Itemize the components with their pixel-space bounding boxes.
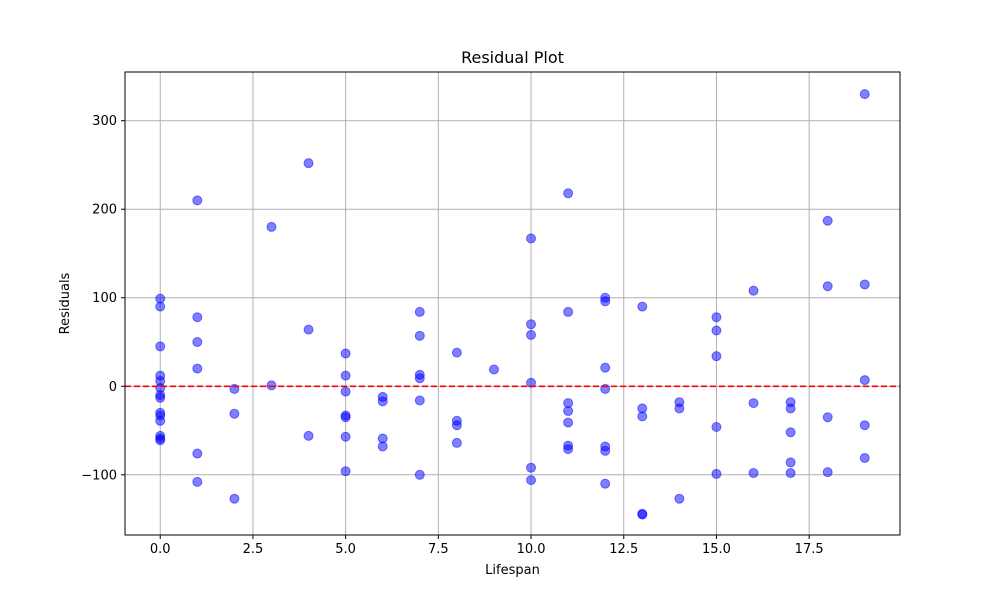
data-point [674, 403, 685, 414]
data-point [563, 306, 574, 317]
data-point [785, 457, 796, 468]
data-point [155, 415, 166, 426]
data-point [859, 89, 870, 100]
data-point [711, 325, 722, 336]
data-point [340, 431, 351, 442]
data-point [637, 509, 648, 520]
data-point [155, 435, 166, 446]
data-point [859, 452, 870, 463]
y-tick-label: 100 [92, 291, 117, 306]
data-point [303, 324, 314, 335]
data-point [600, 478, 611, 489]
data-point [414, 373, 425, 384]
data-point [563, 406, 574, 417]
data-point [414, 469, 425, 480]
data-point [192, 195, 203, 206]
y-tick-label: 200 [92, 203, 117, 218]
data-point [526, 329, 537, 340]
data-point [266, 221, 277, 232]
data-point [340, 348, 351, 359]
data-point [229, 408, 240, 419]
data-point [822, 412, 833, 423]
data-point [785, 468, 796, 479]
data-point [192, 363, 203, 374]
y-axis-ticks: −100 0 100 200 300 [81, 114, 125, 483]
data-point [303, 430, 314, 441]
data-point [748, 398, 759, 409]
data-point [377, 396, 388, 407]
data-point [303, 158, 314, 169]
data-point [340, 370, 351, 381]
data-point [340, 412, 351, 423]
data-point [414, 395, 425, 406]
data-point [526, 233, 537, 244]
data-point [526, 319, 537, 330]
data-point [748, 468, 759, 479]
x-tick-label: 17.5 [795, 542, 824, 557]
x-tick-label: 2.5 [243, 542, 264, 557]
data-point [192, 337, 203, 348]
y-axis-label: Residuals [58, 272, 73, 334]
data-point [600, 362, 611, 373]
data-point [414, 306, 425, 317]
data-point [600, 296, 611, 307]
data-point [563, 417, 574, 428]
data-point [637, 301, 648, 312]
data-point [711, 421, 722, 432]
data-point [711, 468, 722, 479]
data-point [229, 493, 240, 504]
data-point [563, 188, 574, 199]
data-point [748, 285, 759, 296]
data-point [266, 380, 277, 391]
x-axis-ticks: 0.0 2.5 5.0 7.5 10.0 12.5 15.0 17.5 [150, 535, 824, 557]
data-point [451, 347, 462, 358]
data-point [859, 420, 870, 431]
data-point [526, 377, 537, 388]
data-point [859, 279, 870, 290]
data-point [377, 441, 388, 452]
data-point [526, 462, 537, 473]
data-point [526, 475, 537, 486]
data-point [711, 351, 722, 362]
x-tick-label: 15.0 [702, 542, 731, 557]
data-point [674, 493, 685, 504]
data-point [192, 476, 203, 487]
y-tick-label: 0 [109, 380, 117, 395]
data-point [822, 281, 833, 292]
data-point [488, 364, 499, 375]
y-tick-label: −100 [81, 468, 117, 483]
y-tick-label: 300 [92, 114, 117, 129]
data-point [192, 448, 203, 459]
data-point [637, 411, 648, 422]
plot-area-frame [124, 71, 901, 536]
data-point [711, 312, 722, 323]
x-tick-label: 7.5 [428, 542, 449, 557]
data-point [192, 312, 203, 323]
data-point [155, 392, 166, 403]
x-tick-label: 10.0 [517, 542, 546, 557]
grid-lines [125, 72, 900, 535]
data-points [155, 89, 870, 520]
data-point [785, 427, 796, 438]
data-point [155, 341, 166, 352]
x-axis-label: Lifespan [485, 563, 540, 578]
x-tick-label: 0.0 [150, 542, 171, 557]
data-point [451, 420, 462, 431]
data-point [859, 375, 870, 386]
chart-title: Residual Plot [461, 48, 564, 67]
data-point [822, 467, 833, 478]
data-point [563, 444, 574, 455]
data-point [340, 466, 351, 477]
data-point [451, 437, 462, 448]
data-point [414, 330, 425, 341]
x-tick-label: 5.0 [335, 542, 356, 557]
data-point [822, 215, 833, 226]
data-point [600, 445, 611, 456]
data-point [785, 403, 796, 414]
x-tick-label: 12.5 [609, 542, 638, 557]
data-point [340, 386, 351, 397]
data-point [155, 301, 166, 312]
